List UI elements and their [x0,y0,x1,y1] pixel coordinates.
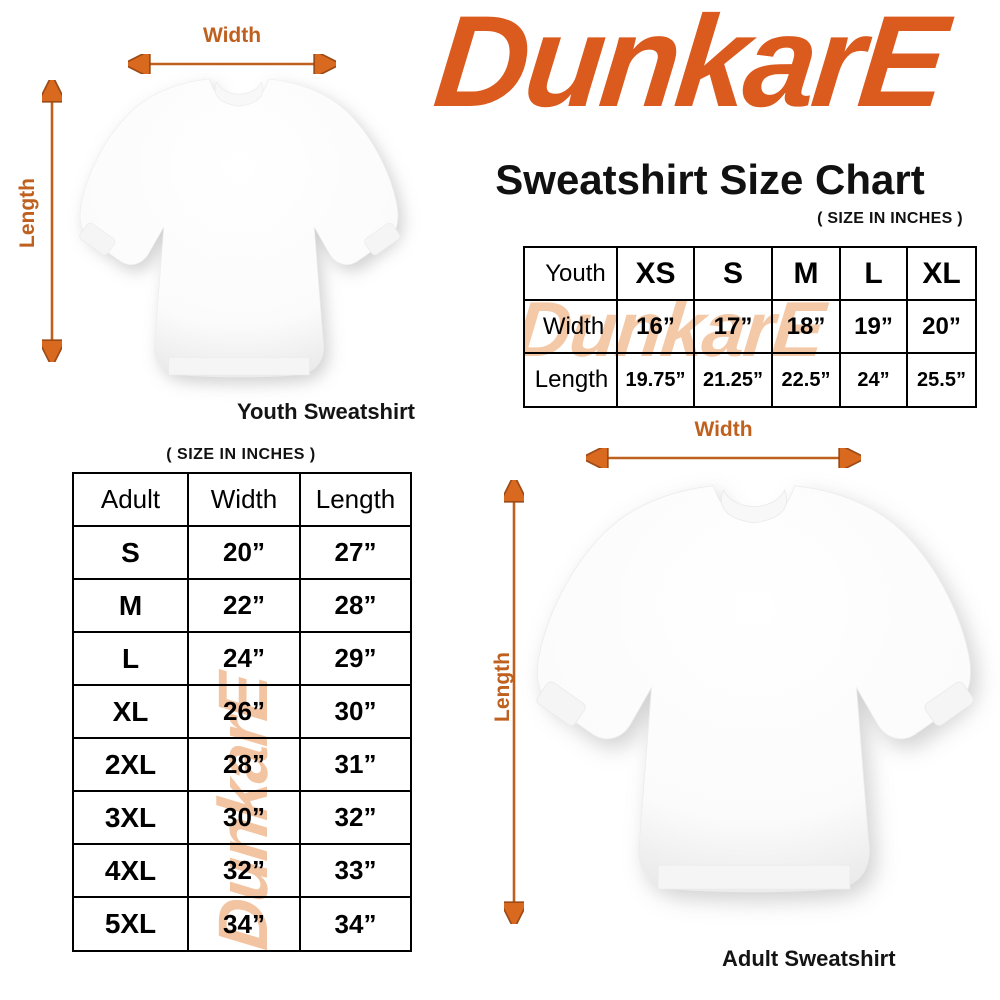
svg-text:DunkarE: DunkarE [428,0,958,134]
